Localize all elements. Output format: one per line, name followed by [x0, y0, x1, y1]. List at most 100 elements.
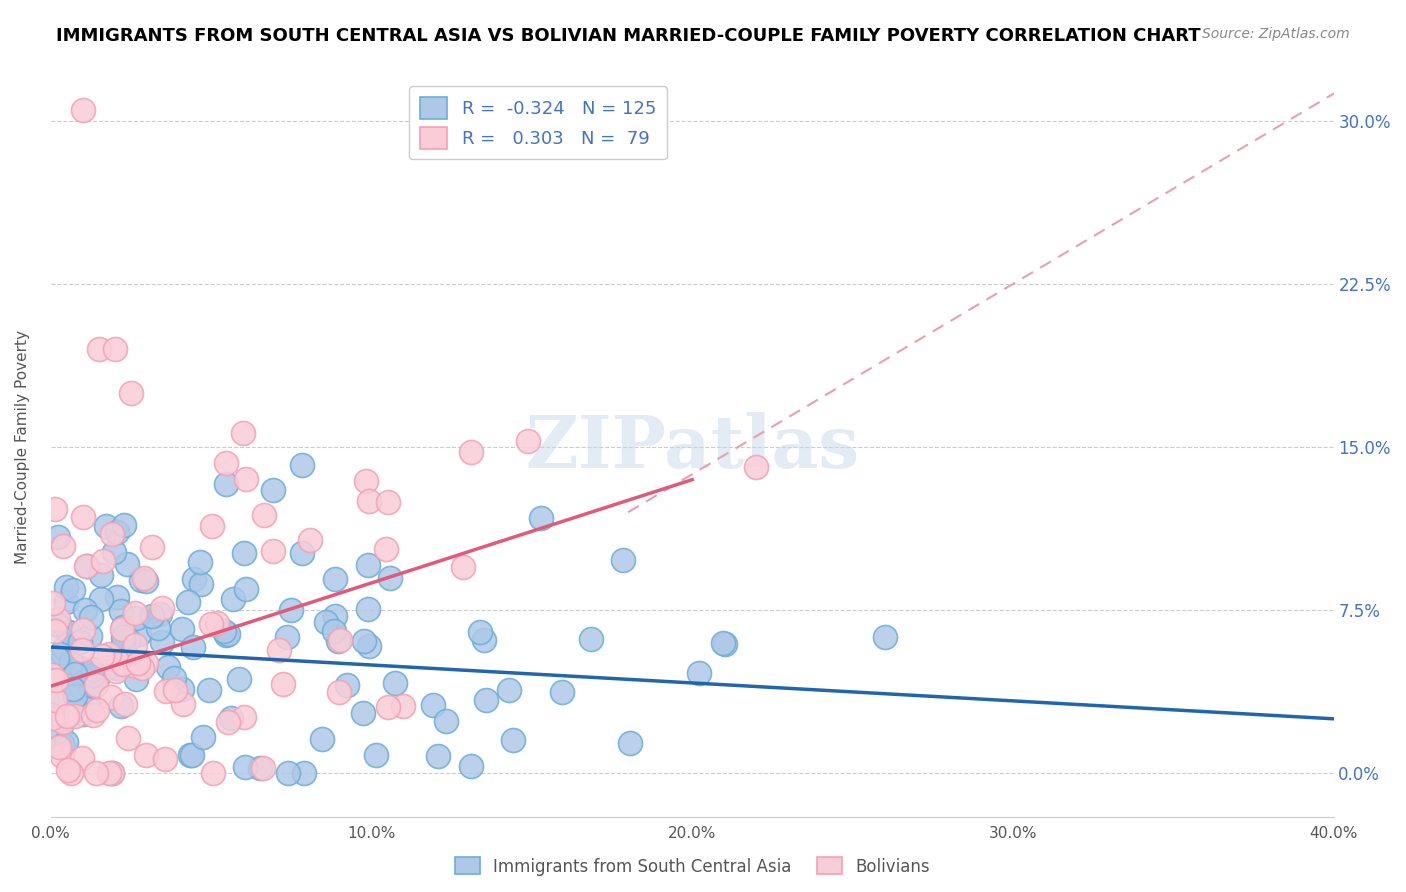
Point: [82, 668, 104, 682]
Point: [55, 735, 77, 749]
Point: [90, 591, 112, 606]
Text: IMMIGRANTS FROM SOUTH CENTRAL ASIA VS BOLIVIAN MARRIED-COUPLE FAMILY POVERTY COR: IMMIGRANTS FROM SOUTH CENTRAL ASIA VS BO…: [56, 27, 1201, 45]
Point: [73, 603, 96, 617]
Point: [392, 698, 415, 713]
Point: [41, 668, 63, 682]
Point: [52, 539, 75, 553]
Point: [235, 760, 257, 774]
Point: [183, 572, 205, 586]
Point: [51, 646, 73, 660]
Point: [41, 707, 63, 722]
Point: [79, 629, 101, 643]
Point: [79, 678, 101, 692]
Point: [222, 592, 245, 607]
Y-axis label: Married-Couple Family Poverty: Married-Couple Family Poverty: [15, 330, 30, 564]
Point: [745, 460, 768, 475]
Point: [46, 530, 69, 544]
Point: [127, 657, 149, 671]
Point: [181, 640, 204, 654]
Point: [72, 665, 94, 680]
Point: [49, 619, 72, 633]
Point: [97, 660, 120, 674]
Point: [55, 580, 77, 594]
Point: [114, 697, 136, 711]
Point: [82, 708, 104, 723]
Point: [328, 685, 350, 699]
Point: [311, 731, 333, 746]
Point: [530, 511, 553, 525]
Point: [134, 574, 156, 589]
Point: [198, 683, 221, 698]
Point: [132, 571, 155, 585]
Point: [90, 567, 112, 582]
Point: [155, 684, 177, 698]
Point: [377, 495, 399, 509]
Point: [619, 736, 641, 750]
Point: [262, 544, 284, 558]
Point: [104, 342, 127, 356]
Point: [460, 759, 482, 773]
Point: [65, 703, 87, 717]
Point: [56, 763, 79, 777]
Point: [249, 761, 271, 775]
Point: [72, 706, 94, 721]
Text: Source: ZipAtlas.com: Source: ZipAtlas.com: [1202, 27, 1350, 41]
Point: [460, 445, 482, 459]
Point: [233, 710, 256, 724]
Point: [46, 651, 69, 665]
Point: [125, 610, 148, 624]
Point: [83, 679, 105, 693]
Point: [426, 749, 449, 764]
Point: [91, 648, 114, 663]
Point: [55, 595, 77, 609]
Point: [252, 760, 274, 774]
Point: [200, 617, 222, 632]
Point: [550, 684, 572, 698]
Point: [201, 766, 224, 780]
Point: [280, 603, 302, 617]
Point: [232, 425, 254, 440]
Point: [188, 555, 211, 569]
Point: [84, 678, 107, 692]
Point: [323, 572, 346, 586]
Point: [111, 637, 134, 651]
Point: [65, 689, 87, 703]
Point: [58, 625, 80, 640]
Point: [46, 612, 69, 626]
Point: [468, 624, 491, 639]
Point: [117, 632, 139, 647]
Point: [70, 642, 93, 657]
Point: [69, 635, 91, 649]
Point: [125, 672, 148, 686]
Point: [48, 739, 70, 754]
Point: [72, 624, 94, 638]
Point: [277, 766, 299, 780]
Point: [377, 699, 399, 714]
Point: [76, 559, 98, 574]
Point: [315, 615, 337, 629]
Point: [79, 701, 101, 715]
Point: [232, 546, 254, 560]
Point: [70, 750, 93, 764]
Point: [141, 609, 163, 624]
Point: [91, 554, 114, 568]
Point: [59, 655, 82, 669]
Point: [273, 676, 295, 690]
Point: [62, 582, 84, 597]
Point: [82, 662, 104, 676]
Point: [364, 748, 387, 763]
Point: [105, 524, 128, 539]
Point: [579, 632, 602, 646]
Point: [276, 630, 298, 644]
Point: [357, 558, 380, 572]
Point: [516, 434, 538, 448]
Point: [100, 766, 122, 780]
Point: [201, 519, 224, 533]
Point: [267, 642, 290, 657]
Point: [215, 628, 238, 642]
Point: [45, 711, 67, 725]
Point: [688, 665, 710, 680]
Point: [380, 571, 402, 585]
Point: [98, 647, 121, 661]
Point: [235, 582, 257, 596]
